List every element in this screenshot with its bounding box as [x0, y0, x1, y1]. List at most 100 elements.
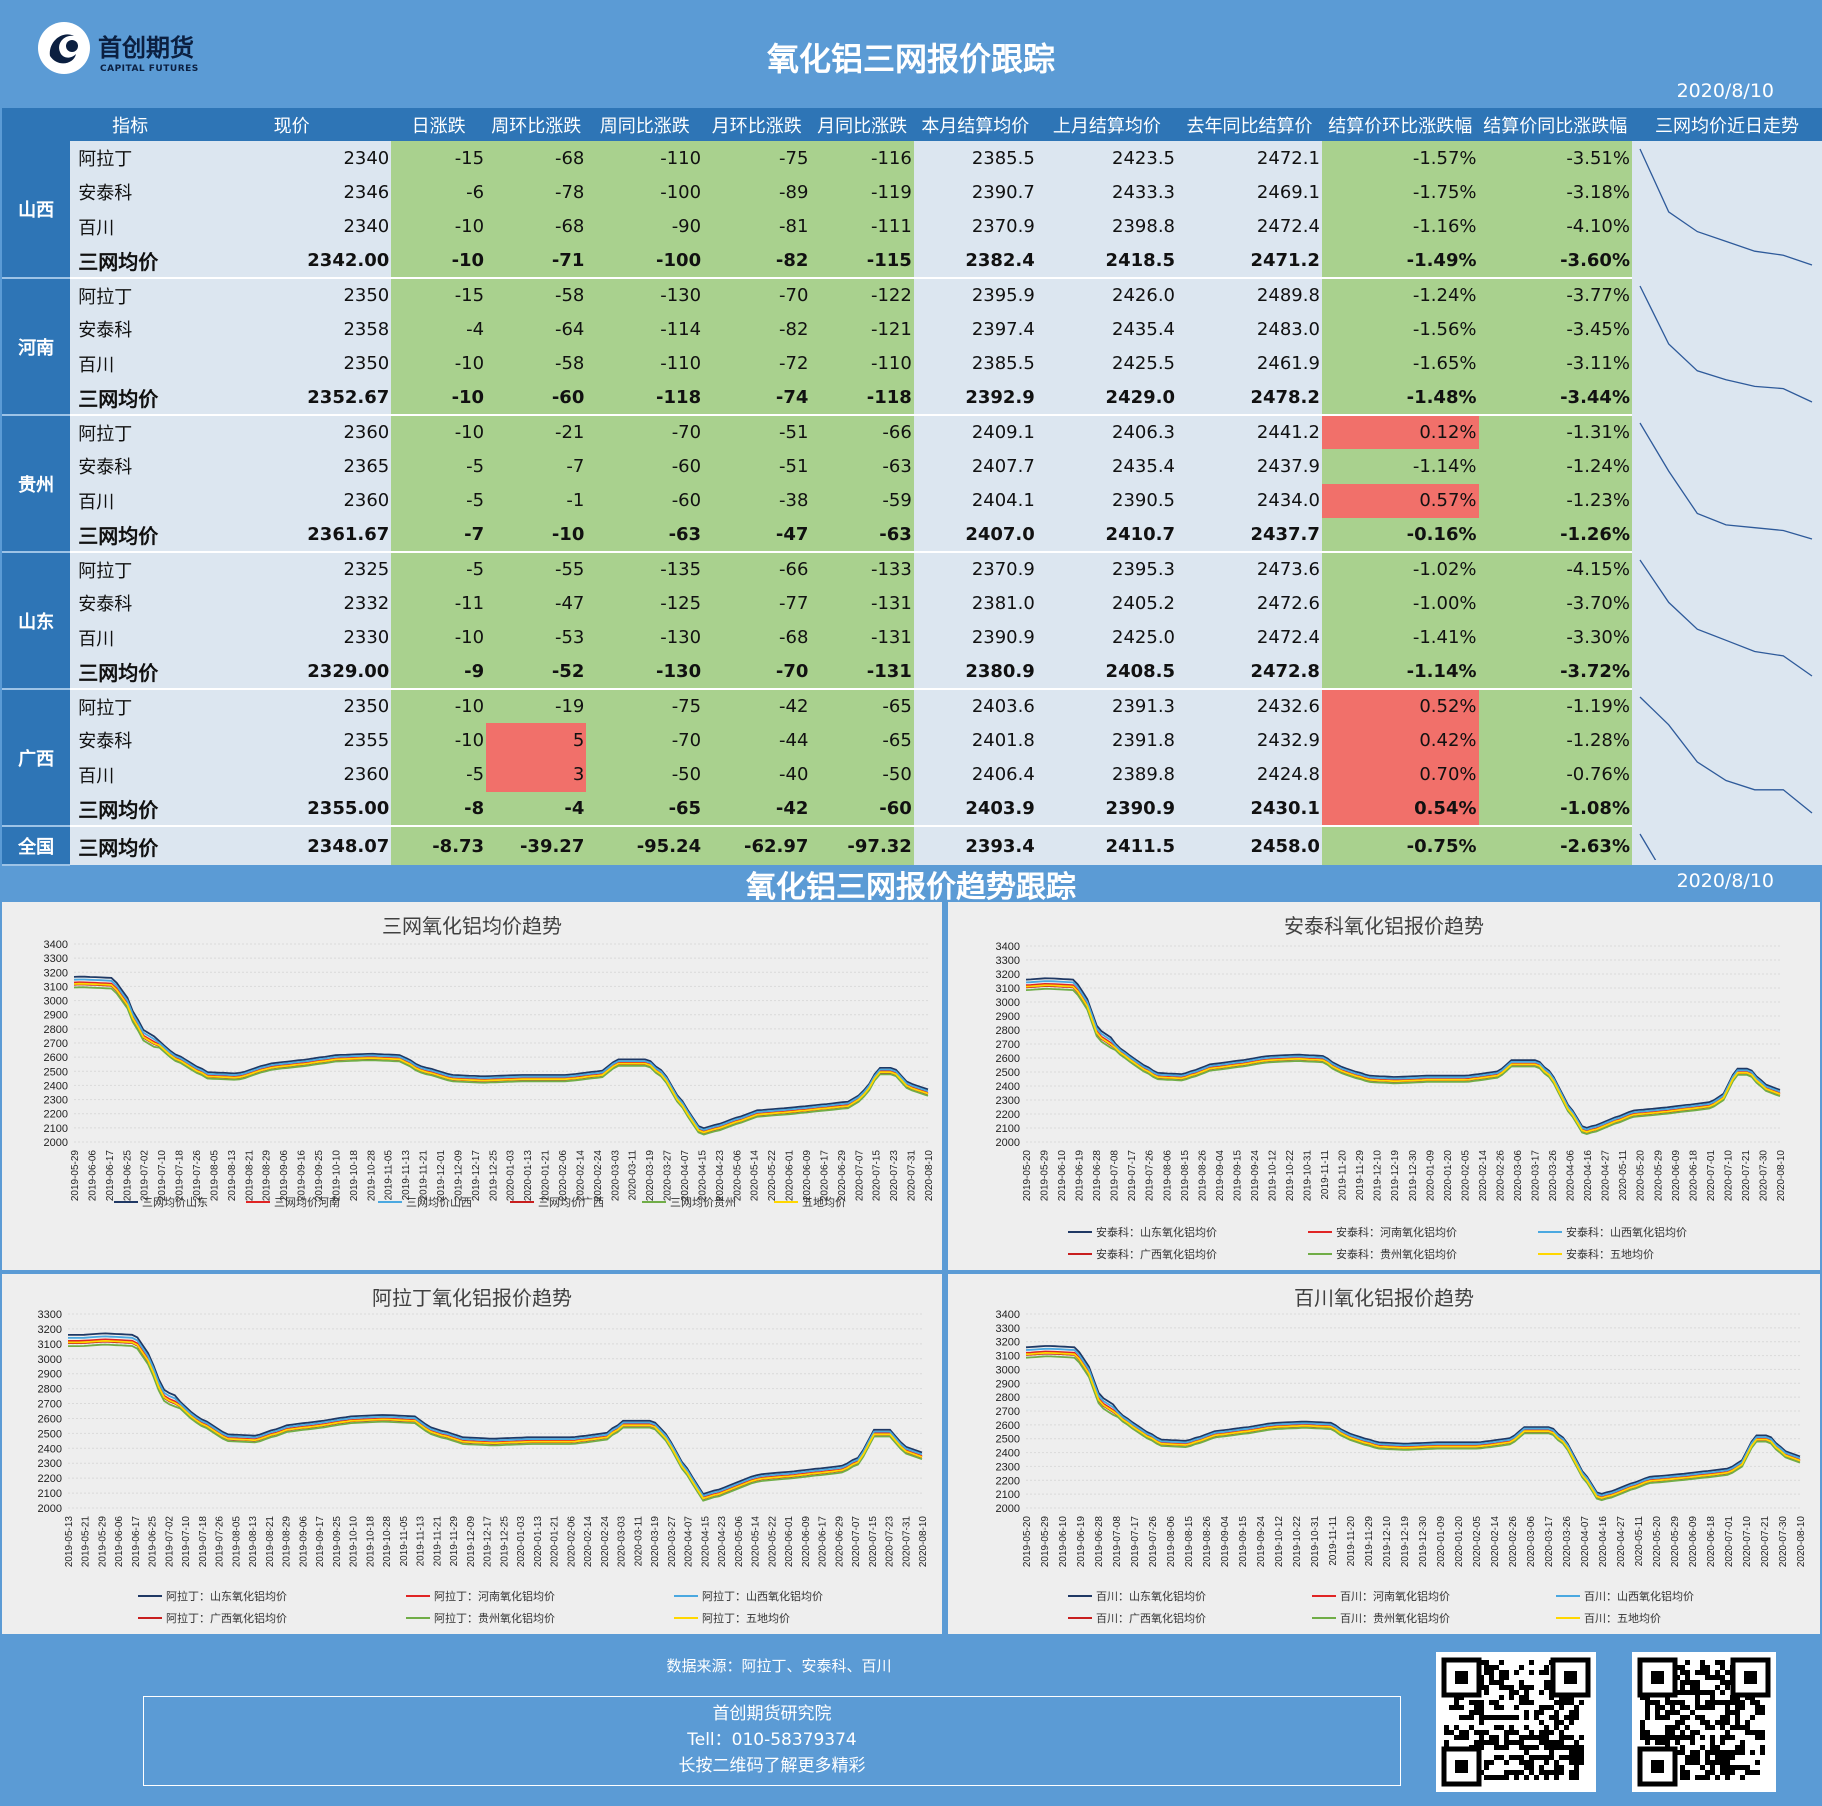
table-row: 三网均价 2329.00 -9 -52 -130 -70 -131 2380.9 2408.5 2…: [2, 654, 1822, 691]
series-line: [68, 1335, 923, 1497]
y-tick-label: 2600: [44, 1052, 68, 1064]
table-cell: 2395.9: [913, 278, 1037, 313]
x-tick-label: 2020-06-29: [834, 1516, 845, 1568]
table-cell: 0.52%: [1321, 689, 1479, 724]
series-line: [68, 1343, 923, 1502]
sparkline-path: [1639, 422, 1813, 540]
table-cell: -3.30%: [1478, 620, 1632, 655]
row-label: 阿拉丁: [70, 552, 190, 587]
table-cell: 2355: [190, 723, 392, 758]
x-tick-label: 2020-04-15: [697, 1150, 708, 1202]
table-row: 山东 阿拉丁 2325 -5 -55 -135 -66 -133 2370.9 2395.3 247…: [2, 552, 1822, 690]
table-cell: 2403.9: [913, 791, 1037, 828]
table-cell: 2389.8: [1036, 757, 1178, 792]
x-tick-label: 2019-07-10: [181, 1516, 192, 1568]
qr-code-icon[interactable]: [1632, 1652, 1776, 1792]
table-cell: -44: [703, 723, 811, 758]
province-label: 山西: [2, 141, 71, 279]
x-tick-label: 2020-07-30: [1778, 1516, 1789, 1568]
y-tick-label: 2200: [44, 1109, 68, 1121]
row-label: 百川: [70, 620, 190, 655]
table-cell: 2390.9: [1036, 791, 1178, 828]
table-cell: 0.54%: [1321, 791, 1479, 828]
table-cell: 2473.6: [1177, 552, 1322, 587]
x-tick-label: 2020-06-09: [802, 1150, 813, 1202]
table-cell: -9: [391, 654, 487, 691]
x-tick-label: 2019-07-08: [1112, 1516, 1123, 1568]
y-tick-label: 2300: [996, 1461, 1020, 1473]
table-cell: 2360: [190, 757, 392, 792]
x-tick-label: 2020-01-21: [550, 1516, 561, 1568]
trend-section-header: 氧化铝三网报价趋势跟踪 2020/8/10: [0, 862, 1822, 905]
table-cell: -42: [703, 791, 811, 828]
x-tick-label: 2019-08-05: [231, 1516, 242, 1568]
chart-panel-three-net: 三网氧化铝均价趋势 3400 3300 3200 3100 3000 2900 2800 27…: [2, 902, 942, 1270]
table-cell: -1.65%: [1321, 346, 1479, 381]
table-cell: 2350: [190, 278, 392, 313]
y-tick-label: 2700: [996, 1406, 1020, 1418]
x-tick-label: 2020-04-07: [680, 1150, 691, 1202]
table-cell: -78: [486, 175, 587, 210]
y-tick-label: 2800: [38, 1384, 62, 1396]
x-tick-label: 2020-02-26: [1495, 1150, 1506, 1202]
x-tick-label: 2020-03-19: [650, 1516, 661, 1568]
sparkline: [1639, 559, 1813, 677]
row-label: 三网均价: [70, 826, 190, 865]
table-cell: 2472.1: [1177, 141, 1322, 176]
table-cell: -66: [810, 415, 914, 450]
x-tick-label: 2019-08-06: [1166, 1516, 1177, 1568]
sparkline: [1639, 696, 1813, 814]
chart-panel-baichuan: 百川氧化铝报价趋势 3400 3300 3200 3100 3000 2900 2800 27…: [948, 1274, 1820, 1634]
x-tick-label: 2020-05-22: [767, 1150, 778, 1202]
x-tick-label: 2019-08-29: [262, 1150, 273, 1202]
table-cell: 2458.0: [1177, 826, 1322, 865]
legend-label: 三网均价山东: [142, 1196, 208, 1209]
row-label: 安泰科: [70, 723, 190, 758]
row-label: 三网均价: [70, 791, 190, 828]
table-row: 安泰科 2346 -6 -78 -100 -89 -119 2390.7 2433.3 2469.…: [2, 175, 1822, 210]
table-cell: -3.72%: [1478, 654, 1632, 691]
table-cell: -10: [486, 517, 587, 554]
series-line: [1025, 980, 1781, 1131]
table-cell: 2346: [190, 175, 392, 210]
table-cell: -74: [703, 380, 811, 417]
table-cell: 2429.0: [1036, 380, 1178, 417]
table-cell: -114: [586, 312, 704, 347]
col-header: 周环比涨跌: [486, 108, 587, 141]
header: 首创期货 CAPITAL FUTURES 氧化铝三网报价跟踪 2020/8/10: [0, 0, 1822, 106]
qr-code-icon[interactable]: [1436, 1652, 1596, 1792]
x-tick-label: 2019-06-17: [131, 1516, 142, 1568]
y-tick-label: 2800: [996, 1025, 1020, 1037]
table-cell: -1.28%: [1478, 723, 1632, 758]
x-tick-label: 2020-06-09: [1688, 1516, 1699, 1568]
x-tick-label: 2020-05-14: [750, 1150, 761, 1202]
table-cell: 2360: [190, 483, 392, 518]
x-tick-label: 2020-04-06: [1566, 1150, 1577, 1202]
x-tick-label: 2019-08-06: [1162, 1150, 1173, 1202]
x-tick-label: 2020-08-10: [924, 1150, 935, 1202]
table-row: 三网均价 2355.00 -8 -4 -65 -42 -60 2403.9 2390.9 2430…: [2, 791, 1822, 828]
legend-label: 安泰科：山东氧化铝均价: [1096, 1225, 1217, 1239]
y-tick-label: 2900: [996, 1378, 1020, 1390]
y-tick-label: 3000: [38, 1354, 62, 1366]
x-tick-label: 2019-07-02: [140, 1150, 151, 1202]
x-tick-label: 2020-02-06: [558, 1150, 569, 1202]
x-tick-label: 2019-10-28: [366, 1150, 377, 1202]
table-cell: -4.15%: [1478, 552, 1632, 587]
table-cell: -51: [703, 415, 811, 450]
x-tick-label: 2020-04-27: [1601, 1150, 1612, 1202]
x-tick-label: 2019-12-10: [1373, 1150, 1384, 1202]
trend-sparkline-cell: [1632, 278, 1822, 415]
row-label: 三网均价: [70, 380, 190, 417]
table-cell: -75: [586, 689, 704, 724]
x-tick-label: 2020-07-30: [1758, 1150, 1769, 1202]
x-tick-label: 2019-09-06: [298, 1516, 309, 1568]
sparkline: [1639, 833, 1660, 865]
table-cell: -50: [810, 757, 914, 792]
table-cell: 2329.00: [190, 654, 392, 691]
table-cell: -3.51%: [1478, 141, 1632, 176]
y-tick-label: 2700: [38, 1399, 62, 1411]
table-cell: -1.00%: [1321, 586, 1479, 621]
x-tick-label: 2020-06-09: [1671, 1150, 1682, 1202]
x-tick-label: 2019-06-28: [1094, 1516, 1105, 1568]
